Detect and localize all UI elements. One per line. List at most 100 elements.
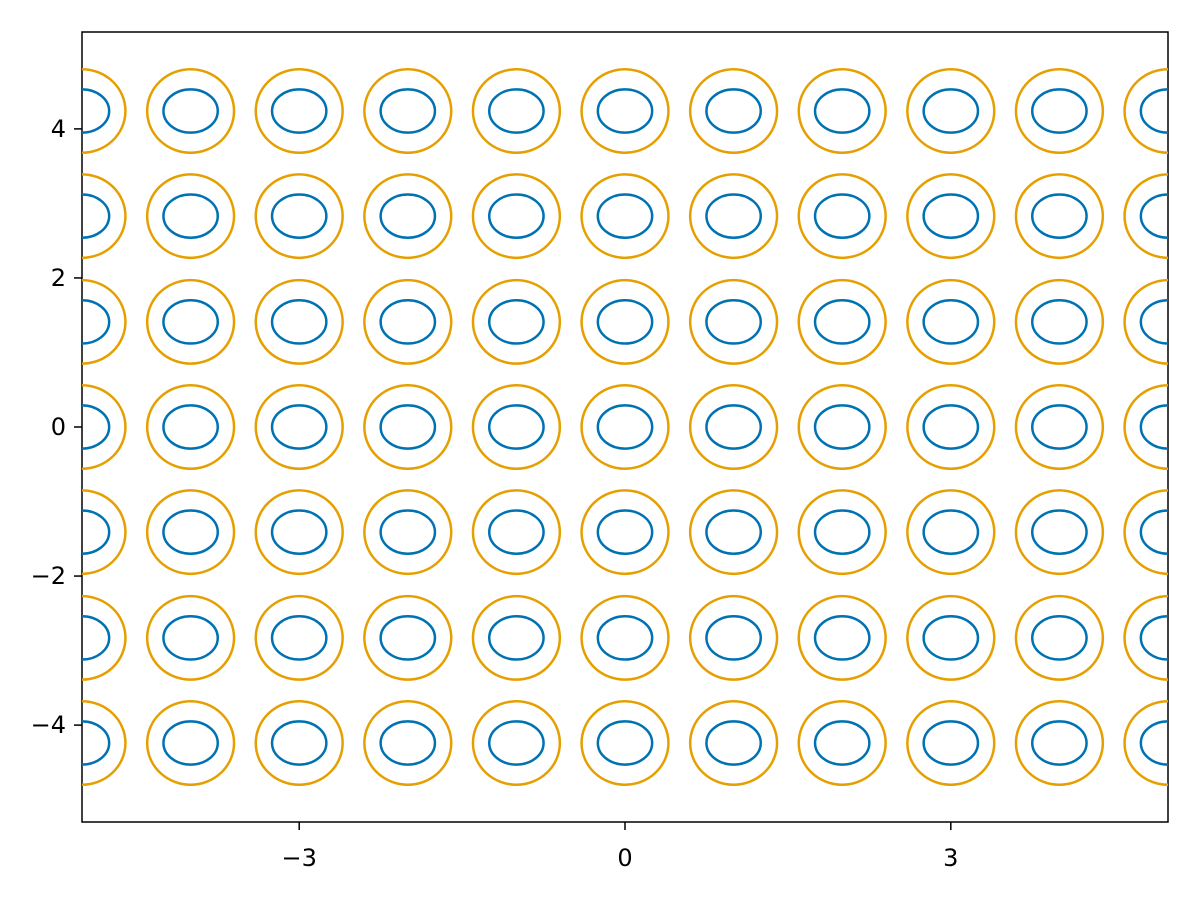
contour-outer-r5-c9 [1014,594,1105,681]
contour-inner-r2-c9 [1031,299,1088,345]
contour-inner-r6-c4 [488,720,545,766]
contour-outer-r3-c4 [471,384,562,470]
contour-inner-r1-c0 [82,193,111,239]
contour-outer-r4-c0 [82,489,127,576]
contour-inner-r4-c1 [162,509,220,555]
contour-inner-r4-c3 [379,509,437,555]
contour-outer-r4-c9 [1014,489,1105,576]
contour-outer-r6-c1 [145,700,236,786]
contour-outer-r6-c8 [906,700,996,786]
contour-inner-r6-c2 [270,720,328,766]
contour-outer-r3-c7 [797,384,887,470]
contour-outer-r2-c5 [580,278,670,365]
contour-inner-r2-c7 [813,299,871,345]
contour-outer-r6-c6 [688,700,779,786]
contour-outer-r0-c2 [254,68,344,154]
contour-outer-r1-c7 [797,173,887,260]
contour-inner-r2-c5 [596,299,654,345]
contour-inner-r4-c10 [1139,509,1168,555]
contour-outer-r4-c1 [145,489,236,576]
y-tick-label-1: −2 [31,562,66,590]
contour-inner-r4-c0 [82,509,111,555]
contour-outer-r0-c0 [82,68,127,154]
contour-outer-r2-c1 [145,278,236,365]
contour-outer-r3-c0 [82,384,127,470]
contour-inner-r4-c2 [270,509,328,555]
contour-inner-r3-c9 [1031,404,1088,450]
contour-inner-r5-c6 [705,615,762,661]
contour-inner-r4-c5 [596,509,654,555]
contour-outer-r0-c1 [145,68,236,154]
contour-inner-r6-c9 [1031,720,1088,766]
contour-inner-r0-c10 [1139,88,1168,134]
contour-inner-r0-c7 [813,88,871,134]
contour-outer-r1-c6 [688,173,779,260]
contour-outer-r4-c6 [688,489,779,576]
contour-inner-r5-c7 [813,615,871,661]
contour-inner-r0-c9 [1031,88,1088,134]
contour-outer-r2-c4 [471,278,562,365]
contour-outer-r6-c4 [471,700,562,786]
contour-inner-r4-c9 [1031,509,1088,555]
contour-inner-r6-c3 [379,720,437,766]
contour-inner-r1-c5 [596,193,654,239]
contour-inner-r0-c2 [270,88,328,134]
contour-outer-r4-c2 [254,489,344,576]
contour-inner-r6-c6 [705,720,762,766]
contour-outer-r3-c5 [580,384,670,470]
contour-inner-r1-c1 [162,193,220,239]
contour-outer-r1-c9 [1014,173,1105,260]
contour-inner-r0-c5 [596,88,654,134]
contour-inner-r3-c1 [162,404,220,450]
contour-outer-r0-c9 [1014,68,1105,154]
contour-outer-r1-c1 [145,173,236,260]
contour-inner-r1-c4 [488,193,545,239]
contour-outer-r5-c6 [688,594,779,681]
contour-inner-r1-c2 [270,193,328,239]
contour-inner-r6-c7 [813,720,871,766]
contour-outer-r0-c10 [1123,68,1168,154]
contour-outer-r6-c9 [1014,700,1105,786]
x-tick-label-1: 0 [617,844,632,872]
contour-outer-r1-c8 [906,173,996,260]
contour-outer-r2-c9 [1014,278,1105,365]
contour-outer-r6-c2 [254,700,344,786]
contour-outer-r3-c1 [145,384,236,470]
contour-outer-r0-c3 [363,68,453,154]
contour-inner-r1-c8 [922,193,980,239]
contour-outer-r4-c5 [580,489,670,576]
contour-inner-r4-c8 [922,509,980,555]
contour-inner-r3-c0 [82,404,111,450]
contour-inner-r2-c3 [379,299,437,345]
contour-inner-r6-c0 [82,720,111,766]
contour-outer-r5-c2 [254,594,344,681]
y-tick-label-0: −4 [31,711,66,739]
contour-outer-r1-c5 [580,173,670,260]
y-tick-label-4: 4 [51,115,66,143]
contour-outer-r4-c7 [797,489,887,576]
contour-inner-r2-c8 [922,299,980,345]
x-tick-label-0: −3 [282,844,317,872]
contour-inner-r0-c6 [705,88,762,134]
contour-inner-r2-c4 [488,299,545,345]
y-tick-label-2: 0 [51,413,66,441]
contour-inner-r5-c10 [1139,615,1168,661]
contour-outer-r4-c4 [471,489,562,576]
contour-inner-r3-c2 [270,404,328,450]
contour-outer-r4-c8 [906,489,996,576]
contour-outer-r6-c7 [797,700,887,786]
contour-inner-r6-c10 [1139,720,1168,766]
contour-outer-r5-c3 [363,594,453,681]
contour-inner-r3-c3 [379,404,437,450]
contour-inner-r5-c9 [1031,615,1088,661]
contour-inner-r3-c8 [922,404,980,450]
contour-outer-r6-c0 [82,700,127,786]
contour-inner-r2-c2 [270,299,328,345]
contour-outer-r3-c3 [363,384,453,470]
contour-inner-r5-c4 [488,615,545,661]
contour-outer-r0-c4 [471,68,562,154]
contour-outer-r6-c3 [363,700,453,786]
contour-inner-r5-c2 [270,615,328,661]
contour-outer-r1-c2 [254,173,344,260]
